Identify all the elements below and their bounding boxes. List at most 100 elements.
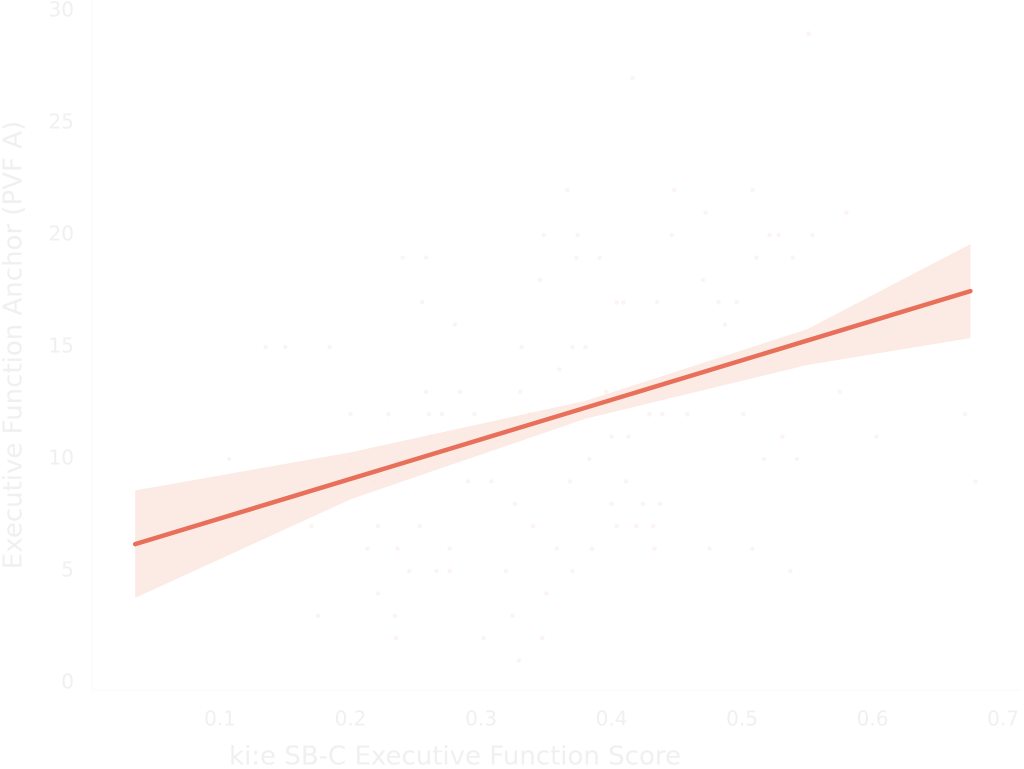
confidence-band [135,244,971,598]
point [657,501,663,507]
point [614,300,619,305]
point [481,635,486,641]
point [544,591,549,596]
point [788,568,793,574]
x-tick-label: 0.4 [596,707,628,731]
point [512,501,518,507]
point [703,210,708,215]
point [570,568,575,574]
point [700,277,706,283]
point [537,277,542,283]
x-tick-label: 0.1 [204,707,236,731]
point [457,389,463,395]
point [623,479,629,484]
point [750,188,755,193]
point [395,546,400,551]
point [685,412,690,417]
point [754,255,759,260]
point [375,524,381,529]
point [790,255,796,260]
point [837,389,843,395]
point [516,658,522,663]
point [794,456,800,462]
point [503,568,509,574]
point [962,412,968,417]
point [424,255,429,260]
point [762,456,767,462]
point [447,568,452,574]
point [426,412,432,417]
point [417,524,422,529]
point [439,412,445,417]
point [465,479,471,484]
y-tick-label: 0 [61,669,74,693]
point [734,300,740,305]
point [609,434,614,439]
point [407,568,412,574]
point [541,232,546,238]
point [597,255,602,260]
y-tick-label: 15 [49,334,74,358]
point [626,434,631,439]
point [519,344,524,350]
point [365,546,370,551]
x-tick-label: 0.5 [726,707,758,731]
point [226,456,232,462]
point [283,344,288,350]
point [767,232,772,238]
point [780,434,785,439]
point [567,479,572,484]
point [604,389,609,395]
point [420,300,425,305]
point [424,389,429,395]
point [574,255,579,260]
point [741,412,746,417]
point [844,210,849,215]
point [707,546,712,551]
y-axis-label: Executive Function Anchor (PVF A) [0,121,29,569]
point [874,434,879,439]
point [386,412,391,417]
point [647,412,652,417]
x-tick-label: 0.6 [857,707,889,731]
point [660,412,665,417]
point [621,300,626,305]
point [315,613,321,619]
point [452,322,458,327]
point [722,322,728,327]
point [654,300,660,305]
point [400,255,405,260]
point [589,546,595,551]
point [810,232,815,238]
point [375,591,381,596]
point [531,524,536,529]
point [557,367,562,372]
point [716,300,721,305]
y-tick-label: 30 [49,0,74,22]
x-tick-label: 0.2 [335,707,367,731]
point [671,188,677,193]
point [570,344,575,350]
point [973,479,978,484]
point [540,635,545,641]
x-tick-label: 0.7 [987,707,1019,731]
point [510,613,515,619]
point [669,232,674,238]
point [348,412,353,417]
y-tick-label: 5 [61,558,74,582]
y-tick-label: 20 [49,222,74,246]
point [309,524,314,529]
y-tick-label: 25 [49,110,74,134]
point [583,344,588,350]
point [564,188,570,193]
point [327,344,332,350]
point [447,546,452,551]
point [472,412,477,417]
point [651,524,656,529]
y-tick-label: 10 [49,446,74,470]
point [434,568,439,574]
point [806,31,811,36]
point [640,501,646,507]
point [575,232,580,238]
